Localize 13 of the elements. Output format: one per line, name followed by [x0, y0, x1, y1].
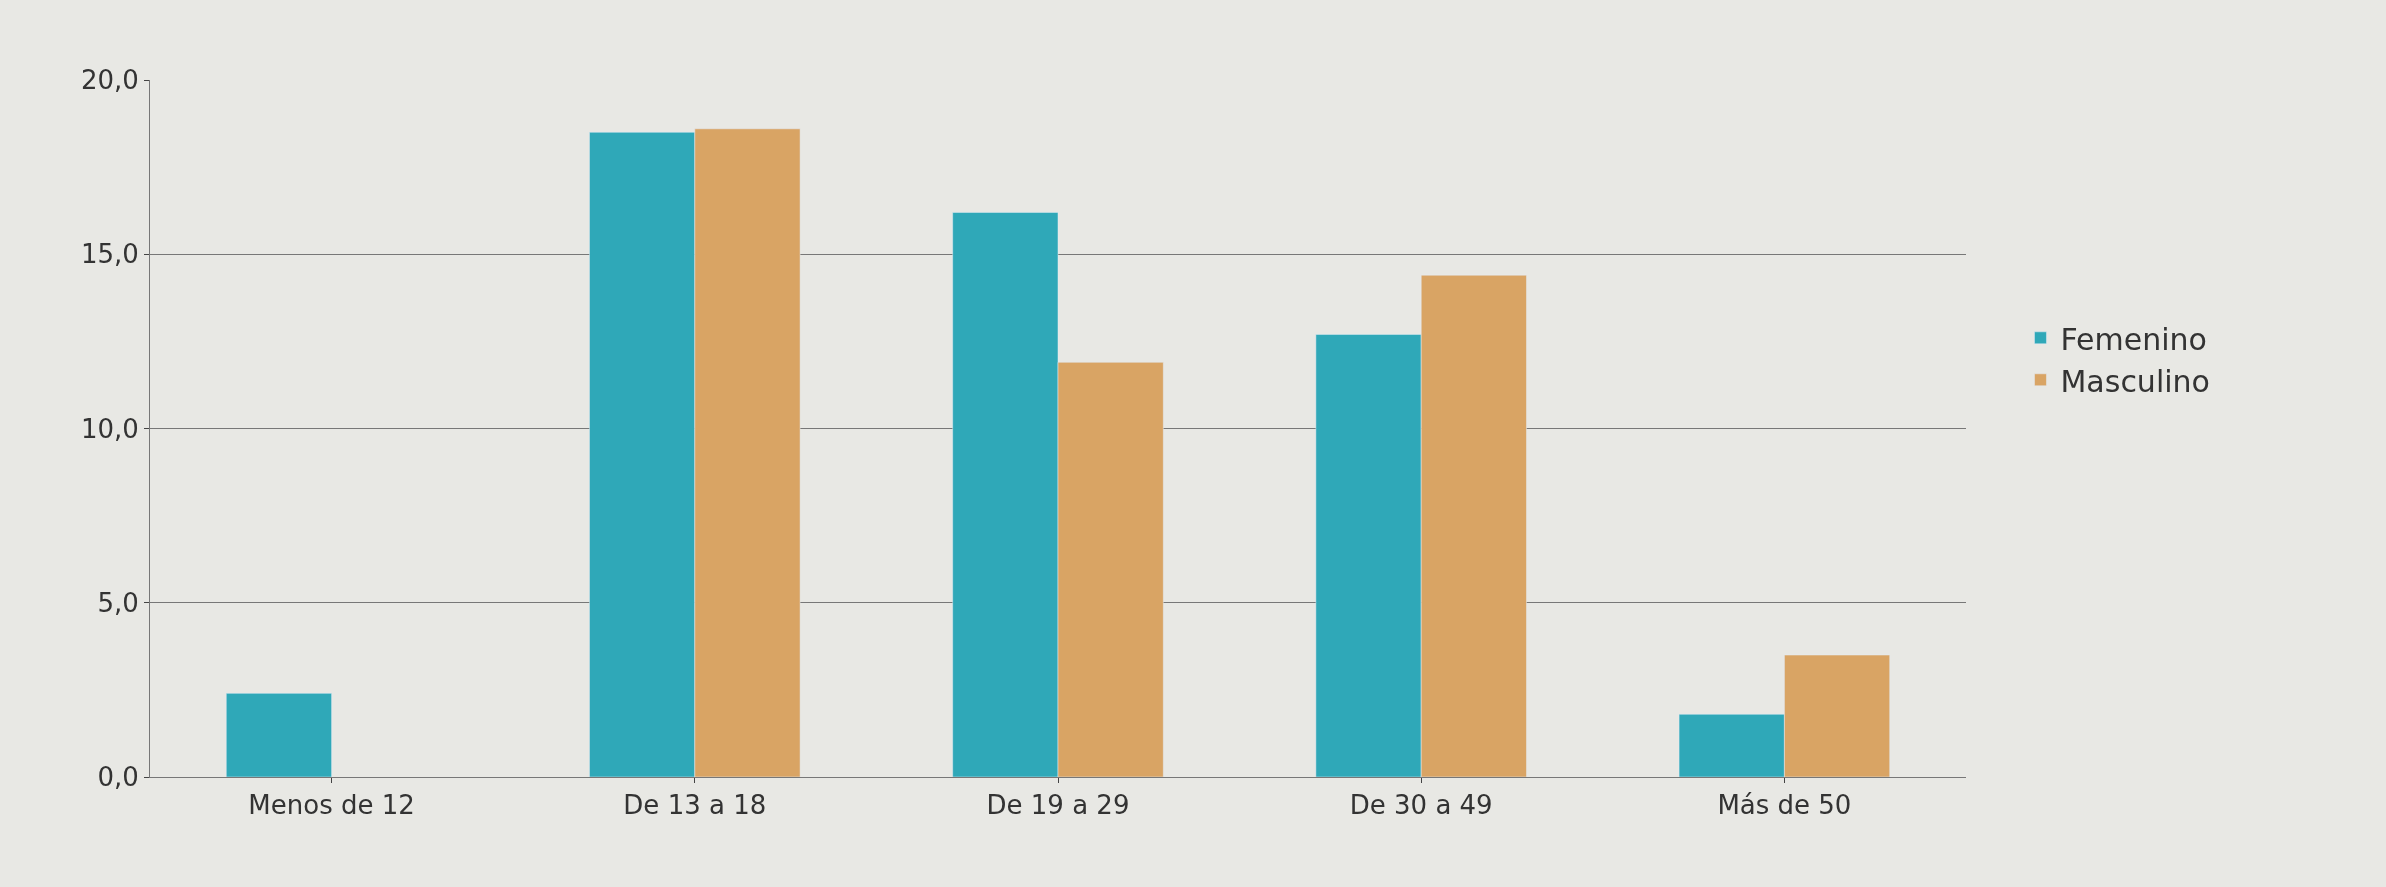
x-tick-label: De 13 a 18	[623, 790, 767, 821]
y-tick-label: 20,0	[80, 65, 139, 96]
y-tick-label: 5,0	[97, 587, 139, 618]
x-tick-label: De 19 a 29	[986, 790, 1130, 821]
y-tick-label: 10,0	[80, 413, 139, 444]
x-tick-label: Menos de 12	[248, 790, 415, 821]
y-tick-label: 15,0	[80, 239, 139, 270]
x-tick-label: Más de 50	[1717, 790, 1852, 821]
x-tick-label: De 30 a 49	[1349, 790, 1493, 821]
legend-label: Masculino	[2060, 363, 2210, 399]
bar	[226, 693, 332, 777]
y-tick-label: 0,0	[97, 762, 139, 793]
legend-label: Femenino	[2060, 321, 2207, 357]
